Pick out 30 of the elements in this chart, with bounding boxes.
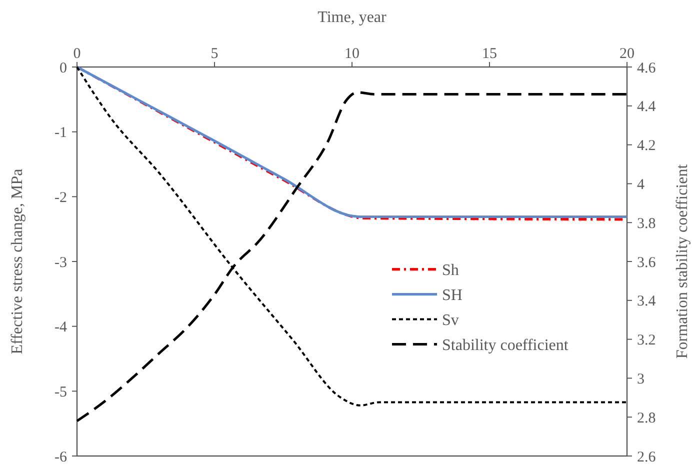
y2-tick-label: 4.6 <box>637 60 656 76</box>
legend-label: Sh <box>442 262 459 279</box>
x-tick-label: 20 <box>620 46 634 62</box>
y2-tick-label: 4.2 <box>637 138 656 154</box>
y2-tick-label: 3.6 <box>637 254 656 271</box>
y2-tick-label: 3.2 <box>637 332 656 349</box>
y-tick-label: -6 <box>54 449 68 466</box>
legend-label: Sv <box>442 312 459 329</box>
x-tick-label: 5 <box>210 46 218 62</box>
y-tick-label: -4 <box>54 320 68 336</box>
y2-tick-label: 2.6 <box>637 449 656 466</box>
y-tick-label: -2 <box>54 190 67 206</box>
y-tick-label: 0 <box>60 60 67 76</box>
y2-axis-title: Formation stability coefficient <box>674 164 691 359</box>
legend-label: SH <box>442 286 463 304</box>
y2-tick-label: 3.8 <box>637 216 656 232</box>
x-tick-label: 15 <box>482 46 497 62</box>
y-axis-title: Effective stress change, MPa <box>9 168 26 354</box>
y2-tick-label: 3 <box>637 371 644 388</box>
y2-tick-label: 2.8 <box>637 410 656 426</box>
y-tick-label: -3 <box>54 254 67 271</box>
y-tick-label: -5 <box>54 384 67 400</box>
legend-label: Stability coefficient <box>442 336 569 354</box>
x-tick-label: 10 <box>344 46 360 62</box>
y2-tick-label: 4 <box>637 176 645 193</box>
x-tick-label: 0 <box>73 46 81 62</box>
y2-tick-label: 3.4 <box>637 294 656 310</box>
y2-tick-label: 4.4 <box>637 99 656 116</box>
x-axis-title: Time, year <box>318 9 388 26</box>
y-tick-label: -1 <box>54 125 67 142</box>
